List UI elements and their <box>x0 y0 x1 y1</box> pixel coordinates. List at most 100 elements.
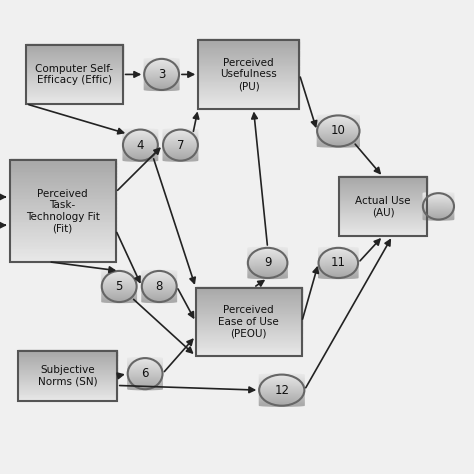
Ellipse shape <box>317 129 359 131</box>
Ellipse shape <box>163 140 198 143</box>
Bar <box>339 210 427 212</box>
Ellipse shape <box>319 264 358 266</box>
Bar <box>196 287 302 290</box>
Ellipse shape <box>423 208 454 210</box>
Bar <box>196 330 302 333</box>
Bar <box>196 310 302 313</box>
Text: 12: 12 <box>274 383 289 397</box>
Bar <box>18 378 117 381</box>
Ellipse shape <box>259 397 304 399</box>
Ellipse shape <box>144 77 179 79</box>
Ellipse shape <box>248 260 287 263</box>
Ellipse shape <box>128 386 163 388</box>
Ellipse shape <box>128 365 163 367</box>
Ellipse shape <box>248 262 287 264</box>
Ellipse shape <box>128 381 163 383</box>
Ellipse shape <box>248 268 287 271</box>
Bar <box>18 368 117 371</box>
Ellipse shape <box>259 394 304 396</box>
Ellipse shape <box>102 291 137 293</box>
Ellipse shape <box>319 271 358 273</box>
Ellipse shape <box>248 271 287 273</box>
Ellipse shape <box>142 272 177 273</box>
Ellipse shape <box>144 73 179 75</box>
Ellipse shape <box>144 67 179 69</box>
Ellipse shape <box>163 157 198 159</box>
Bar <box>196 344 302 347</box>
Bar <box>26 48 123 51</box>
Ellipse shape <box>259 376 304 378</box>
Bar <box>339 188 427 191</box>
Ellipse shape <box>248 259 287 261</box>
Ellipse shape <box>259 382 304 383</box>
Text: 11: 11 <box>331 256 346 269</box>
Bar <box>18 364 117 366</box>
Bar <box>198 46 300 49</box>
Ellipse shape <box>163 147 198 149</box>
Text: 6: 6 <box>141 367 149 380</box>
Ellipse shape <box>144 71 179 73</box>
Ellipse shape <box>123 129 158 131</box>
Bar <box>9 160 116 262</box>
Ellipse shape <box>102 293 137 295</box>
Ellipse shape <box>128 363 163 365</box>
Ellipse shape <box>259 391 304 392</box>
Ellipse shape <box>102 278 137 280</box>
Bar <box>18 370 117 373</box>
Bar <box>339 177 427 236</box>
Ellipse shape <box>144 89 179 91</box>
Bar <box>196 301 302 304</box>
Ellipse shape <box>123 151 158 153</box>
Ellipse shape <box>423 193 454 194</box>
Bar <box>196 350 302 354</box>
Ellipse shape <box>102 276 137 278</box>
Ellipse shape <box>144 81 179 83</box>
Ellipse shape <box>128 362 163 364</box>
Bar <box>198 78 300 81</box>
Bar <box>198 53 300 56</box>
Ellipse shape <box>102 295 137 297</box>
Ellipse shape <box>102 301 137 302</box>
Ellipse shape <box>123 150 158 152</box>
Ellipse shape <box>123 149 158 151</box>
Bar <box>26 65 123 69</box>
Ellipse shape <box>423 195 454 197</box>
Ellipse shape <box>163 149 198 151</box>
Ellipse shape <box>123 137 158 138</box>
Ellipse shape <box>319 252 358 255</box>
Ellipse shape <box>142 276 177 278</box>
Ellipse shape <box>259 389 304 391</box>
Ellipse shape <box>317 142 359 144</box>
Bar <box>9 217 116 221</box>
Ellipse shape <box>317 130 359 132</box>
Bar <box>9 257 116 262</box>
Bar <box>198 90 300 92</box>
Bar <box>26 89 123 92</box>
Ellipse shape <box>163 134 198 136</box>
Bar <box>26 68 123 71</box>
Bar <box>198 94 300 97</box>
Bar <box>18 362 117 365</box>
Ellipse shape <box>317 122 359 124</box>
Bar <box>18 398 117 401</box>
Ellipse shape <box>319 256 358 258</box>
Bar <box>339 225 427 228</box>
Ellipse shape <box>128 361 163 363</box>
Ellipse shape <box>317 136 359 137</box>
Ellipse shape <box>142 284 177 286</box>
Bar <box>26 54 123 57</box>
Bar <box>26 75 123 78</box>
Text: 9: 9 <box>264 256 272 269</box>
Bar <box>339 233 427 236</box>
Ellipse shape <box>248 264 287 265</box>
Ellipse shape <box>319 273 358 275</box>
Bar <box>196 307 302 310</box>
Ellipse shape <box>163 135 198 137</box>
Bar <box>339 184 427 187</box>
Text: 8: 8 <box>155 280 163 293</box>
Ellipse shape <box>423 209 454 210</box>
Ellipse shape <box>319 255 358 257</box>
Ellipse shape <box>123 152 158 154</box>
Bar <box>196 288 302 356</box>
Bar <box>9 251 116 255</box>
